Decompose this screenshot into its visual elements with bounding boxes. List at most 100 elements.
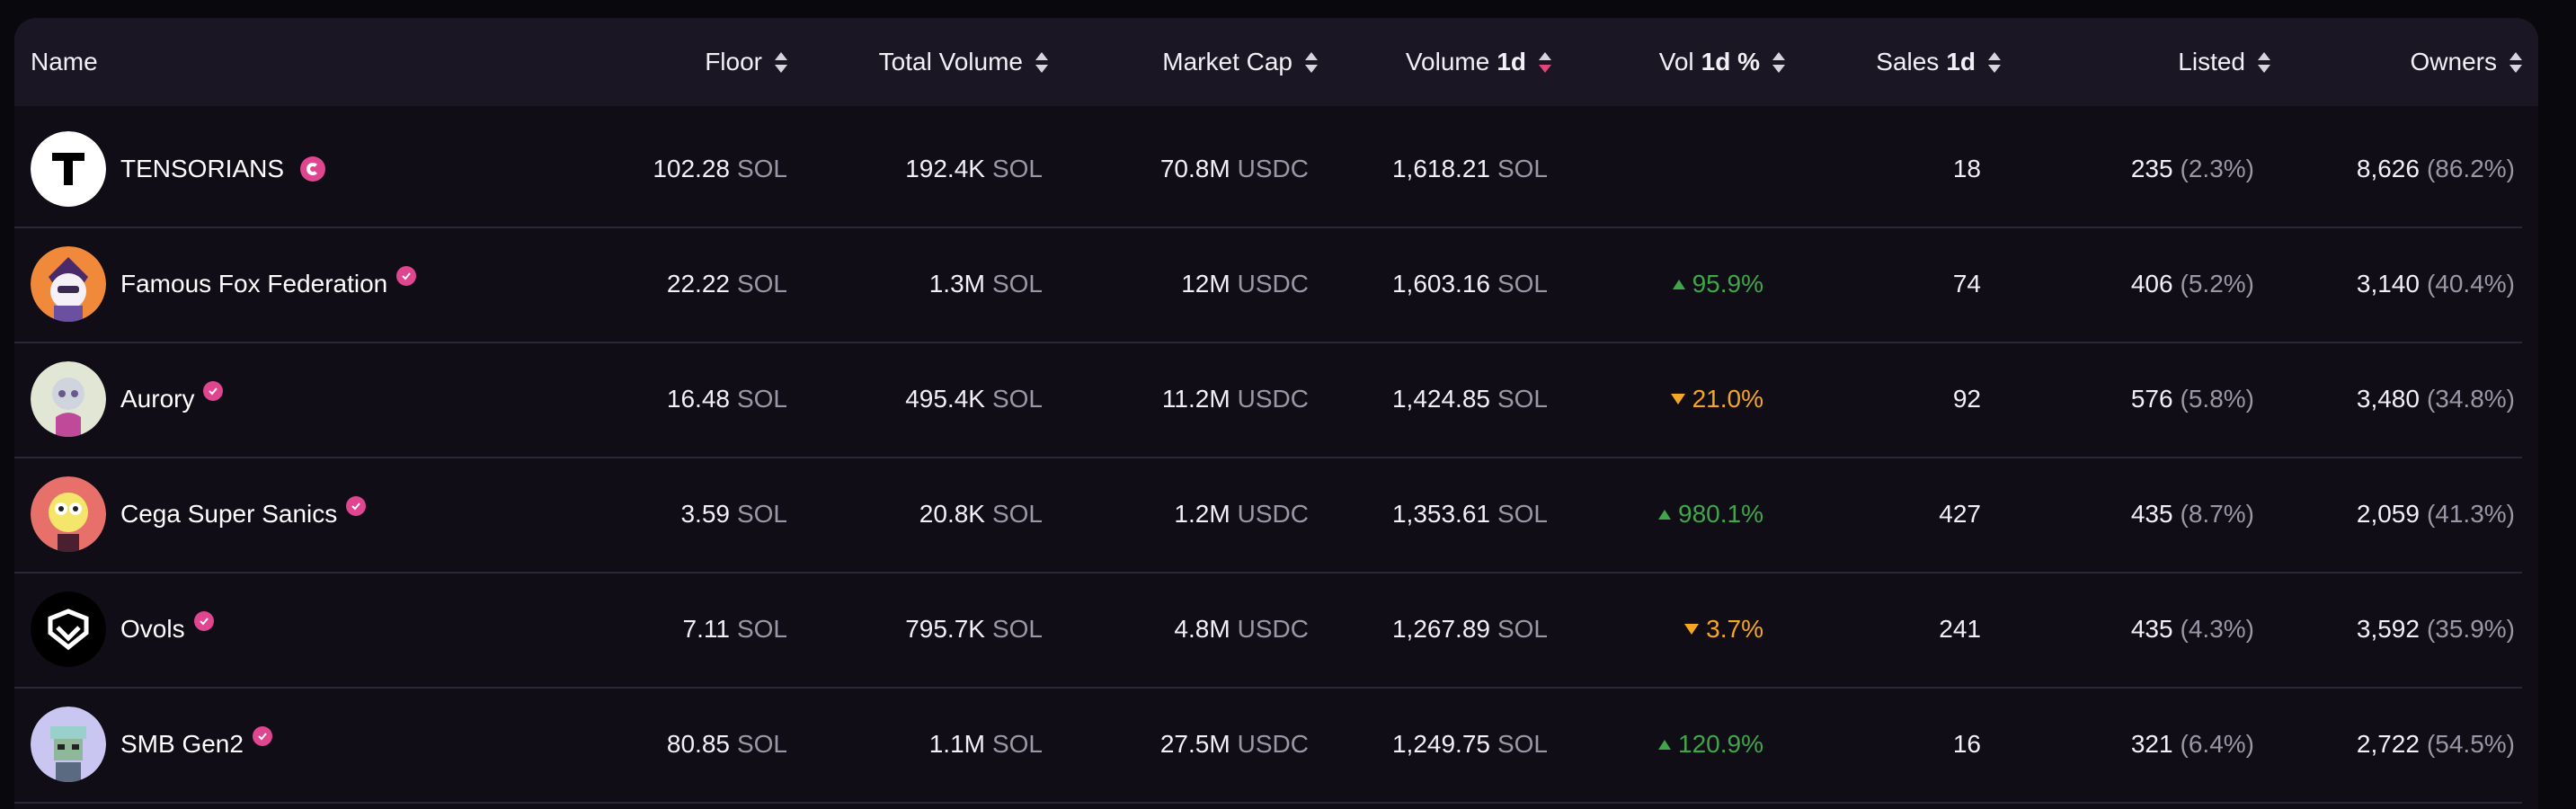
column-header-sales-1d[interactable]: Sales 1d — [1785, 18, 2001, 106]
column-header-name-label: Name — [31, 48, 98, 76]
sort-icon — [1772, 51, 1785, 73]
floor-unit: SOL — [736, 615, 787, 643]
tensor-badge-icon — [300, 156, 326, 182]
owners-cell: 8,626 (86.2%) — [2270, 111, 2515, 227]
market-cap-value: 11.2M — [1161, 385, 1230, 413]
collection-cell[interactable]: Famous Fox Federation — [31, 227, 417, 342]
volume-value: 1,267.89 — [1391, 615, 1490, 643]
floor-unit: SOL — [736, 155, 787, 182]
triangle-down-icon — [1684, 624, 1700, 635]
market-cap-cell: 11.2M USDC — [1048, 342, 1309, 457]
collection-name[interactable]: Cega Super Sanics — [120, 500, 338, 528]
column-header-vol-1d-pct[interactable]: Vol 1d % — [1551, 18, 1785, 106]
sales-cell: 18 — [1785, 111, 1981, 227]
floor-cell: 7.11 SOL — [554, 572, 787, 687]
column-header-owners[interactable]: Owners — [2270, 18, 2522, 106]
volume-value: 1,353.61 — [1391, 500, 1490, 528]
collection-cell[interactable]: Ovols — [31, 572, 214, 687]
volume-1d-cell: 1,424.85 SOL — [1318, 342, 1548, 457]
fox-avatar-icon — [31, 246, 106, 322]
column-header-vol-label: Vol — [1658, 48, 1694, 76]
volume-unit: SOL — [1497, 270, 1548, 298]
vol-change-cell — [1551, 111, 1763, 227]
volume-value: 1,424.85 — [1391, 385, 1490, 413]
vol-change-up: 120.9% — [1658, 730, 1763, 759]
column-header-total-volume[interactable]: Total Volume — [787, 18, 1048, 106]
market-cap-cell: 70.8M USDC — [1048, 111, 1309, 227]
market-cap-value: 70.8M — [1159, 155, 1230, 182]
collection-name[interactable]: TENSORIANS — [120, 155, 285, 182]
sort-desc-icon — [1539, 51, 1551, 73]
sort-icon — [2258, 51, 2270, 73]
triangle-up-icon — [1672, 279, 1685, 289]
column-header-listed[interactable]: Listed — [2001, 18, 2270, 106]
volume-value: 1,249.75 — [1391, 730, 1490, 758]
collection-name[interactable]: SMB Gen2 — [120, 730, 244, 758]
table-row[interactable]: Famous Fox Federation 22.22 SOL 1.3M SOL 1… — [14, 227, 2522, 343]
floor-value: 102.28 — [653, 155, 730, 182]
vol-change-cell: 95.9% — [1551, 227, 1763, 342]
column-header-floor[interactable]: Floor — [554, 18, 787, 106]
table-row[interactable]: TENSORIANS 102.28 SOL 192.4K SOL 70.8M USDC… — [14, 111, 2522, 228]
collection-cell[interactable]: TENSORIANS — [31, 111, 326, 227]
column-header-market-cap[interactable]: Market Cap — [1048, 18, 1318, 106]
owners-pct: (41.3%) — [2426, 500, 2515, 528]
table-row[interactable]: SMB Gen2 80.85 SOL 1.1M SOL 27.5M USDC 1,24… — [14, 687, 2522, 804]
floor-cell: 16.48 SOL — [554, 342, 787, 457]
sales-cell: 92 — [1785, 342, 1981, 457]
listed-value: 576 — [2130, 385, 2173, 413]
sort-icon — [775, 51, 787, 73]
owners-pct: (34.8%) — [2426, 385, 2515, 413]
listed-cell: 576 (5.8%) — [2001, 342, 2254, 457]
collection-cell[interactable]: Cega Super Sanics — [31, 457, 367, 572]
floor-unit: SOL — [736, 270, 787, 298]
total-volume-unit: SOL — [991, 500, 1043, 528]
column-header-volume-1d[interactable]: Volume 1d — [1318, 18, 1551, 106]
listed-pct: (2.3%) — [2180, 155, 2254, 182]
owners-pct: (35.9%) — [2426, 615, 2515, 643]
floor-unit: SOL — [736, 500, 787, 528]
market-cap-unit: USDC — [1237, 500, 1309, 528]
collection-name[interactable]: Aurory — [120, 385, 195, 413]
table-row[interactable]: Ovols 7.11 SOL 795.7K SOL 4.8M USDC 1,267.8… — [14, 572, 2522, 689]
collection-cell[interactable]: SMB Gen2 — [31, 687, 272, 802]
total-volume-cell: 20.8K SOL — [787, 457, 1043, 572]
owners-value: 3,140 — [2356, 270, 2420, 298]
listed-value: 435 — [2130, 500, 2173, 528]
collection-name[interactable]: Ovols — [120, 615, 185, 643]
market-cap-unit: USDC — [1237, 385, 1309, 413]
listed-pct: (5.8%) — [2180, 385, 2254, 413]
floor-cell: 22.22 SOL — [554, 227, 787, 342]
market-cap-value: 4.8M — [1174, 615, 1230, 643]
table-row[interactable]: Aurory 16.48 SOL 495.4K SOL 11.2M USDC 1,42… — [14, 342, 2522, 458]
column-header-name[interactable]: Name — [31, 18, 98, 106]
market-cap-value: 1.2M — [1174, 500, 1230, 528]
owners-cell: 3,480 (34.8%) — [2270, 342, 2515, 457]
sales-value: 427 — [1939, 500, 1981, 528]
total-volume-cell: 495.4K SOL — [787, 342, 1043, 457]
listed-value: 435 — [2130, 615, 2173, 643]
total-volume-unit: SOL — [991, 615, 1043, 643]
column-header-total-volume-label: Total Volume — [878, 48, 1023, 76]
verified-icon — [193, 611, 214, 631]
column-header-volume-label: Volume — [1405, 48, 1490, 76]
total-volume-value: 192.4K — [905, 155, 985, 182]
avatar — [31, 476, 106, 552]
vol-change-value: 95.9% — [1692, 270, 1763, 298]
total-volume-cell: 795.7K SOL — [787, 572, 1043, 687]
total-volume-unit: SOL — [991, 270, 1043, 298]
floor-unit: SOL — [736, 730, 787, 758]
volume-unit: SOL — [1497, 500, 1548, 528]
listed-cell: 435 (4.3%) — [2001, 572, 2254, 687]
listed-cell: 406 (5.2%) — [2001, 227, 2254, 342]
volume-unit: SOL — [1497, 385, 1548, 413]
floor-value: 16.48 — [666, 385, 730, 413]
collection-cell[interactable]: Aurory — [31, 342, 224, 457]
sales-cell: 16 — [1785, 687, 1981, 802]
ovols-logo-icon — [31, 591, 106, 667]
total-volume-value: 20.8K — [919, 500, 985, 528]
table-row[interactable]: Cega Super Sanics 3.59 SOL 20.8K SOL 1.2M U… — [14, 457, 2522, 573]
triangle-down-icon — [1670, 394, 1685, 404]
sort-icon — [2509, 51, 2522, 73]
collection-name[interactable]: Famous Fox Federation — [120, 270, 388, 298]
